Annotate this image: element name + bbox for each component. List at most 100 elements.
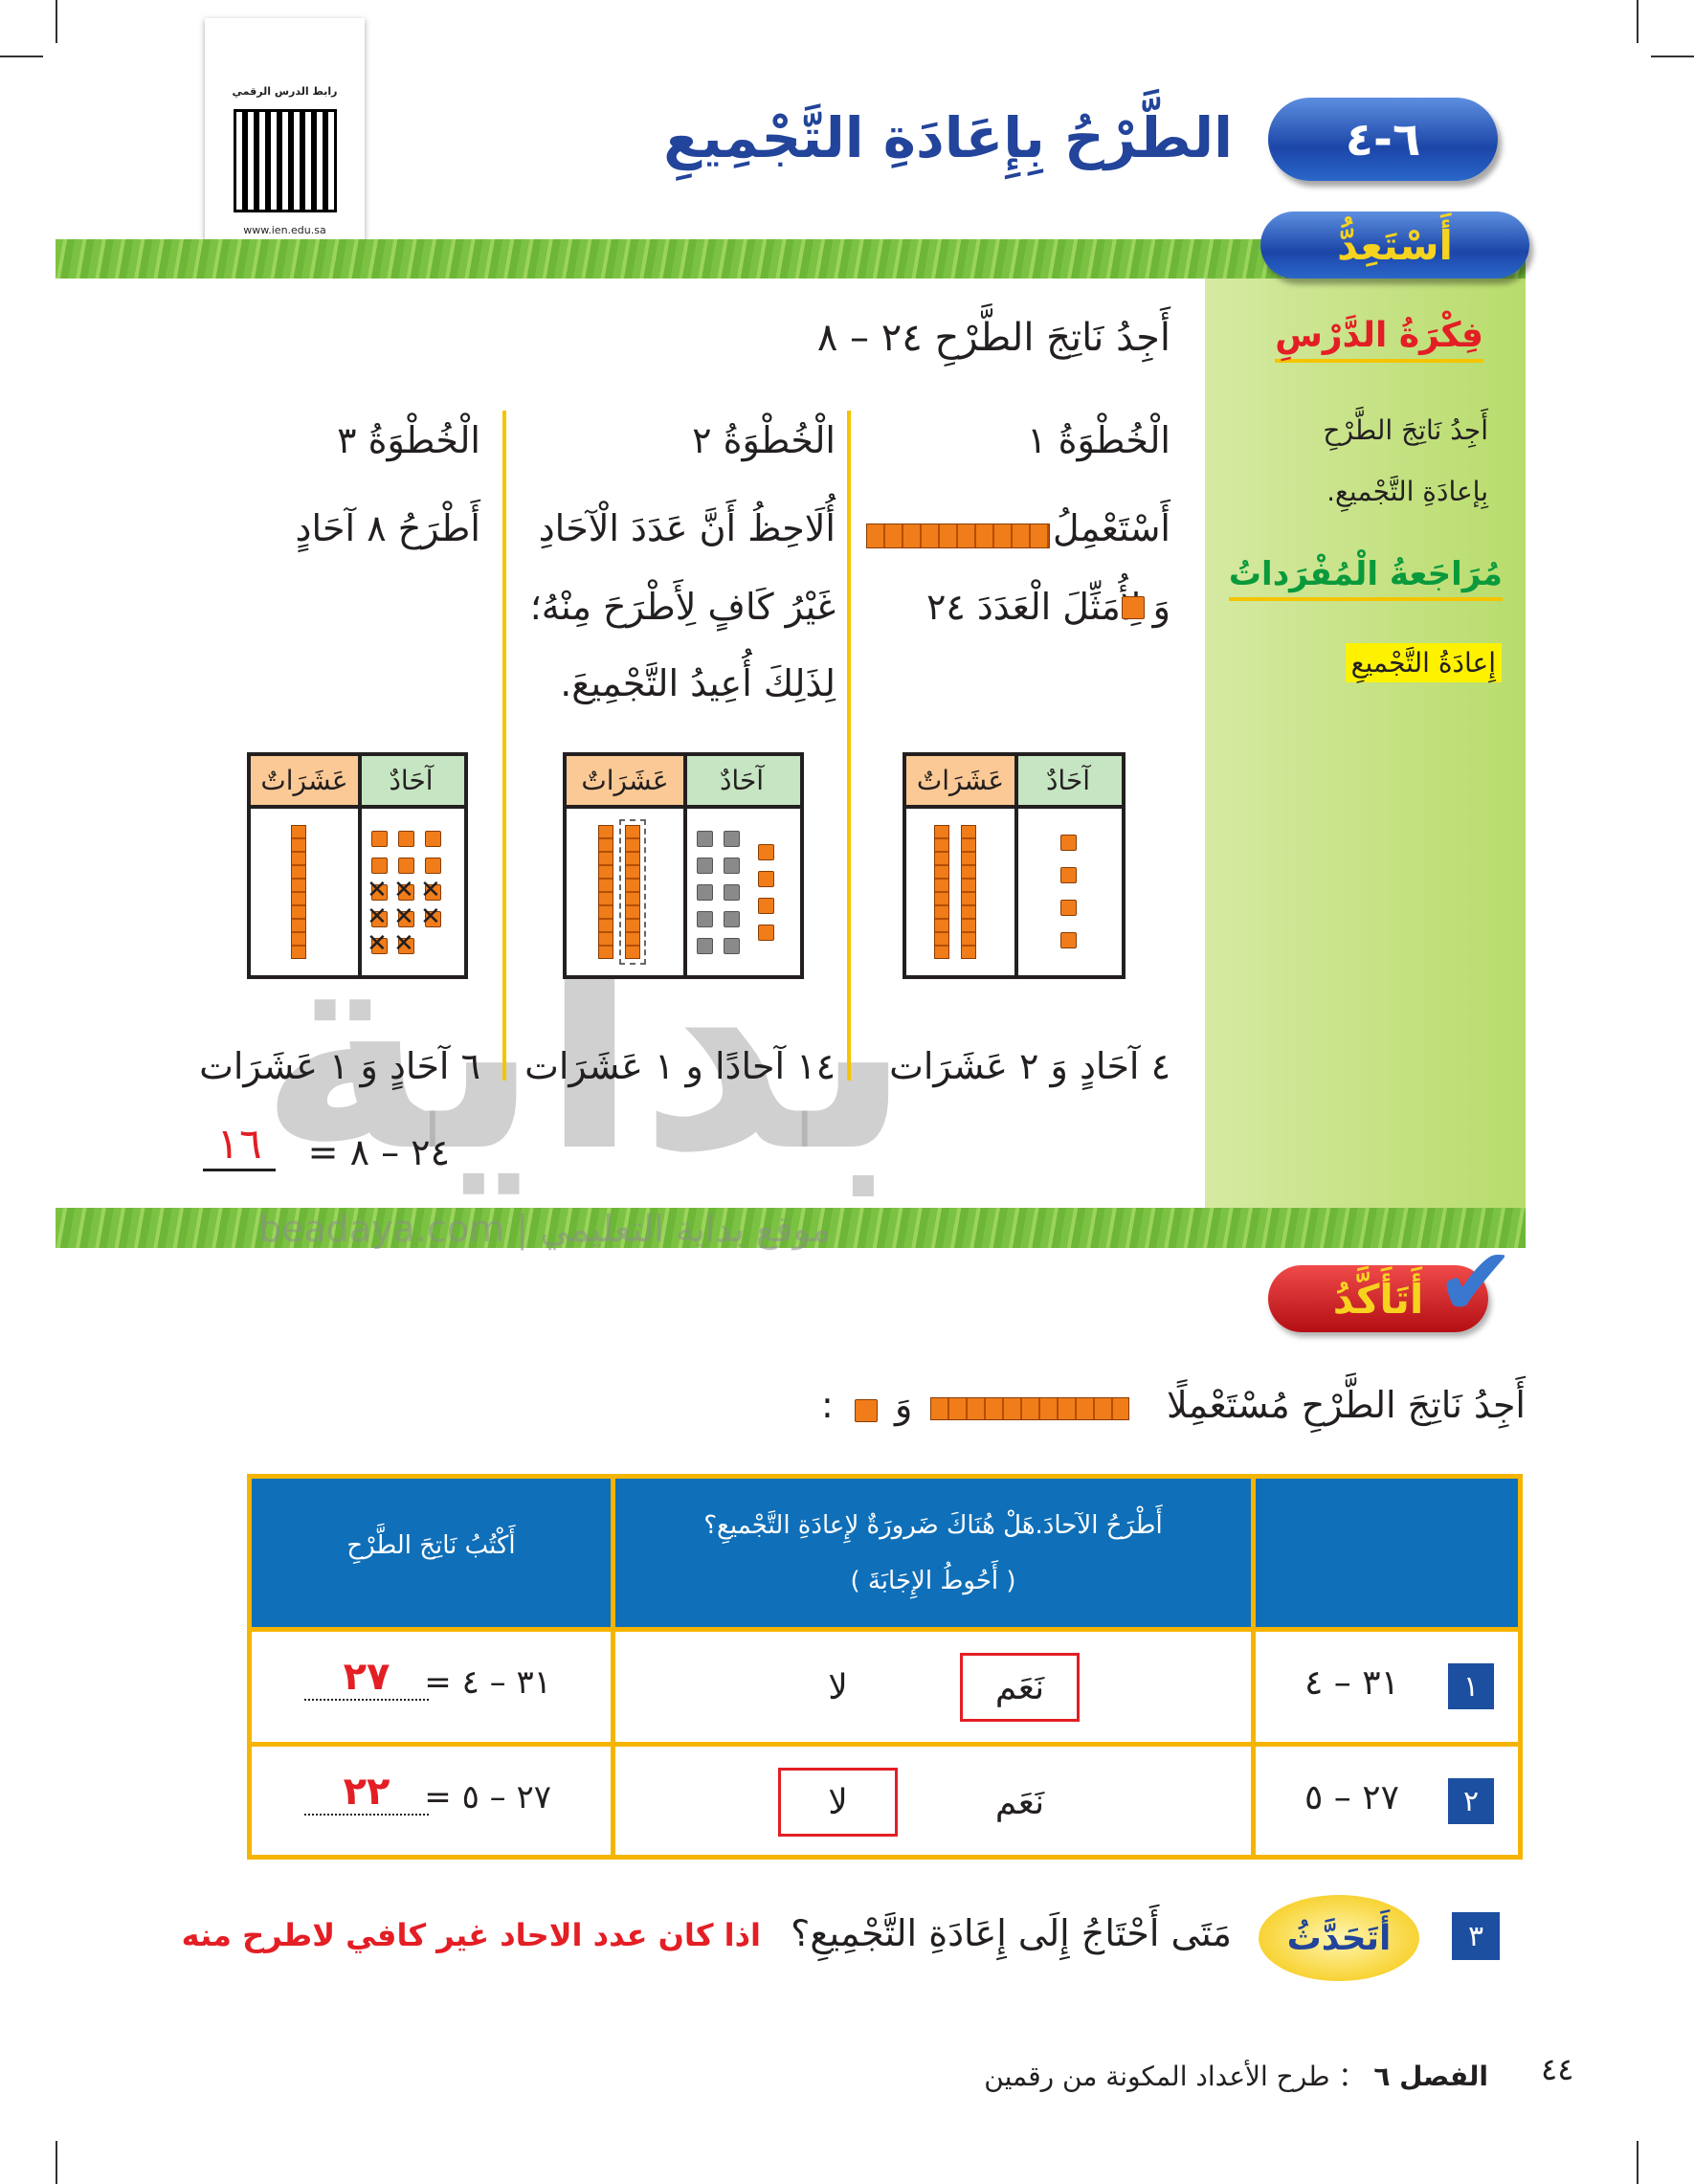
qr-code[interactable] [234,109,337,212]
watermark-text: beadaya.com | موقع بداية التعليمي [258,1208,832,1250]
question-number: ٣ [1452,1912,1500,1960]
crop-mark [56,2141,57,2184]
unit-cube-icon [855,1399,878,1422]
crop-mark [1637,2141,1638,2184]
result-answer[interactable]: ٢٢ [304,1770,429,1816]
header-line: ( أَحُوطُ الإِجَابَةَ ) [850,1567,1016,1595]
tens-rod-icon [866,524,1050,548]
page-number: ٤٤ [1541,2051,1574,2087]
step-2-title: الْخُطْوَةُ ٢ [692,419,836,461]
lesson-idea-title: فِكْرَةُ الدَّرْسِ [1275,316,1483,363]
unit-cube [420,876,441,904]
place-value-chart-step-1: عَشَرَاتٌ آحَادٌ [903,752,1126,979]
problem: ٣١ – ٤ [1304,1663,1399,1703]
step-divider [502,411,506,1081]
table-row: ٢ ٢٧ – ٥ نَعَم لا ٢٧ – ٥ = ٢٢ [252,1747,1518,1857]
green-band-bottom [56,1208,1526,1248]
unit-cube [758,871,774,887]
crop-mark [0,56,43,57]
step-1-title: الْخُطْوَةُ ١ [1027,419,1170,461]
place-value-chart-step-2: عَشَرَاتٌ آحَادٌ [563,752,804,979]
step-3-line: أَطْرَحُ ٨ آحَادٍ [295,507,480,549]
equation-answer[interactable]: ١٦ [203,1120,276,1171]
crop-mark [1651,56,1694,57]
unit-cube [1060,867,1077,883]
unit-cube [724,884,740,901]
unit-cube [724,911,740,927]
header-line: أَطْرَحُ الآحادَ.هَلْ هُنَاكَ ضَرورَةٌ ل… [703,1511,1163,1540]
check-badge: أَتَأَكَّدُ [1268,1265,1488,1332]
step-2-line: أُلَاحِظُ أَنَّ عَدَدَ الْآحَادِ [538,507,836,549]
step-1-result: ٤ آحَادٍ وَ ٢ عَشَرَات [889,1045,1170,1087]
unit-cube [371,831,388,847]
unit-cube [758,844,774,860]
tens-rod-icon [930,1397,1129,1420]
lesson-title: الطَّرْحُ بِإِعَادَةِ التَّجْمِيعِ [663,105,1233,170]
unit-cube [697,831,713,847]
exercise-table: أَطْرَحُ الآحادَ.هَلْ هُنَاكَ ضَرورَةٌ ل… [247,1474,1523,1860]
unit-cube [724,858,740,874]
unit-cube [758,898,774,914]
tens-rod [933,825,949,959]
check-instruction: أَجِدُ نَاتِجَ الطَّرْحِ مُسْتَعْمِلًا [1167,1384,1526,1426]
sidebar-panel [1205,279,1526,1236]
step-divider [847,411,851,1081]
qr-card[interactable]: رابط الدرس الرقمي www.ien.edu.sa [205,18,365,259]
lesson-number-badge: ٦-٤ [1268,98,1498,181]
col-divider [1251,1479,1256,1855]
unit-cube [367,876,388,904]
talk-answer[interactable]: اذا كان عدد الاحاد غير كافي لاطرح منه [181,1917,761,1953]
main-question: أَجِدُ نَاتِجَ الطَّرْحِ ٢٤ – ٨ [816,316,1170,360]
tens-rod [598,825,613,959]
result-equation: ٢٧ – ٥ = [424,1778,551,1816]
no-option[interactable]: لا [828,1667,848,1707]
step-2-result: ١٤ آحادًا و ١ عَشَرَات [524,1045,836,1087]
unit-cube [393,876,414,904]
no-option[interactable]: لا [778,1768,898,1837]
unit-cube-icon [1122,596,1145,619]
unit-cube [697,884,713,901]
row-divider [252,1742,1518,1747]
ones-header: آحَادٌ [683,756,800,809]
unit-cube [697,911,713,927]
unit-cube [367,903,388,931]
chart-divider [1014,756,1018,975]
yes-option[interactable]: نَعَم [960,1653,1080,1722]
idea-line: أَجِدُ نَاتِجَ الطَّرْحِ [1323,414,1488,446]
crop-mark [1637,0,1638,43]
equation: ٢٤ – ٨ = [307,1131,450,1173]
talk-question: مَتَى أَحْتَاجُ إِلَى إِعَادَةِ التَّجْم… [791,1912,1232,1954]
separator: ： [1338,2061,1366,2092]
vocab-term: إِعادَةُ التَّجْميعِ [1345,643,1502,682]
header-write-result: أَكْتُبُ نَاتِجَ الطَّرْحِ [346,1531,516,1560]
talk-bubble: أَتَحَدَّثُ [1259,1895,1419,1981]
tens-rod [960,825,976,959]
ready-badge: أَسْتَعِدُّ [1260,212,1529,279]
unit-cube [1060,835,1077,851]
chapter-title: طرح الأعداد المكونة من رقمين [984,2061,1330,2092]
unit-cube [697,858,713,874]
row-divider [252,1627,1518,1632]
header-regroup: أَطْرَحُ الآحادَ.هَلْ هُنَاكَ ضَرورَةٌ ل… [615,1498,1251,1609]
chart-divider [683,756,687,975]
qr-url[interactable]: www.ien.edu.sa [243,224,326,236]
unit-cube [398,858,414,874]
col-divider [611,1479,615,1855]
tens-rod [291,825,306,959]
table-row: ١ ٣١ – ٤ نَعَم لا ٣١ – ٤ = ٢٧ [252,1632,1518,1742]
unit-cube [420,903,441,931]
chapter-label: الفصل ٦ [1373,2061,1488,2092]
result-answer[interactable]: ٢٧ [304,1655,429,1701]
check-instruction-and: وَ [895,1384,913,1426]
tens-header: عَشَرَاتٌ [906,756,1014,809]
unit-cube [371,858,388,874]
tens-header: عَشَرَاتٌ [567,756,683,809]
step-2-line: لِذَلِكَ أُعِيدُ التَّجْمِيعَ. [560,662,836,704]
unit-cube [758,925,774,941]
step-3-result: ٦ آحَادٍ وَ ١ عَشَرَات [199,1045,480,1087]
table-header [252,1479,1518,1627]
yes-option[interactable]: نَعَم [994,1782,1045,1822]
step-1-line: أَسْتَعْمِلُ [1053,507,1170,549]
ones-header: آحَادٌ [358,756,464,809]
step-2-line: غَيْرُ كَافٍ لِأَطْرَحَ مِنْهُ؛ [529,586,836,628]
